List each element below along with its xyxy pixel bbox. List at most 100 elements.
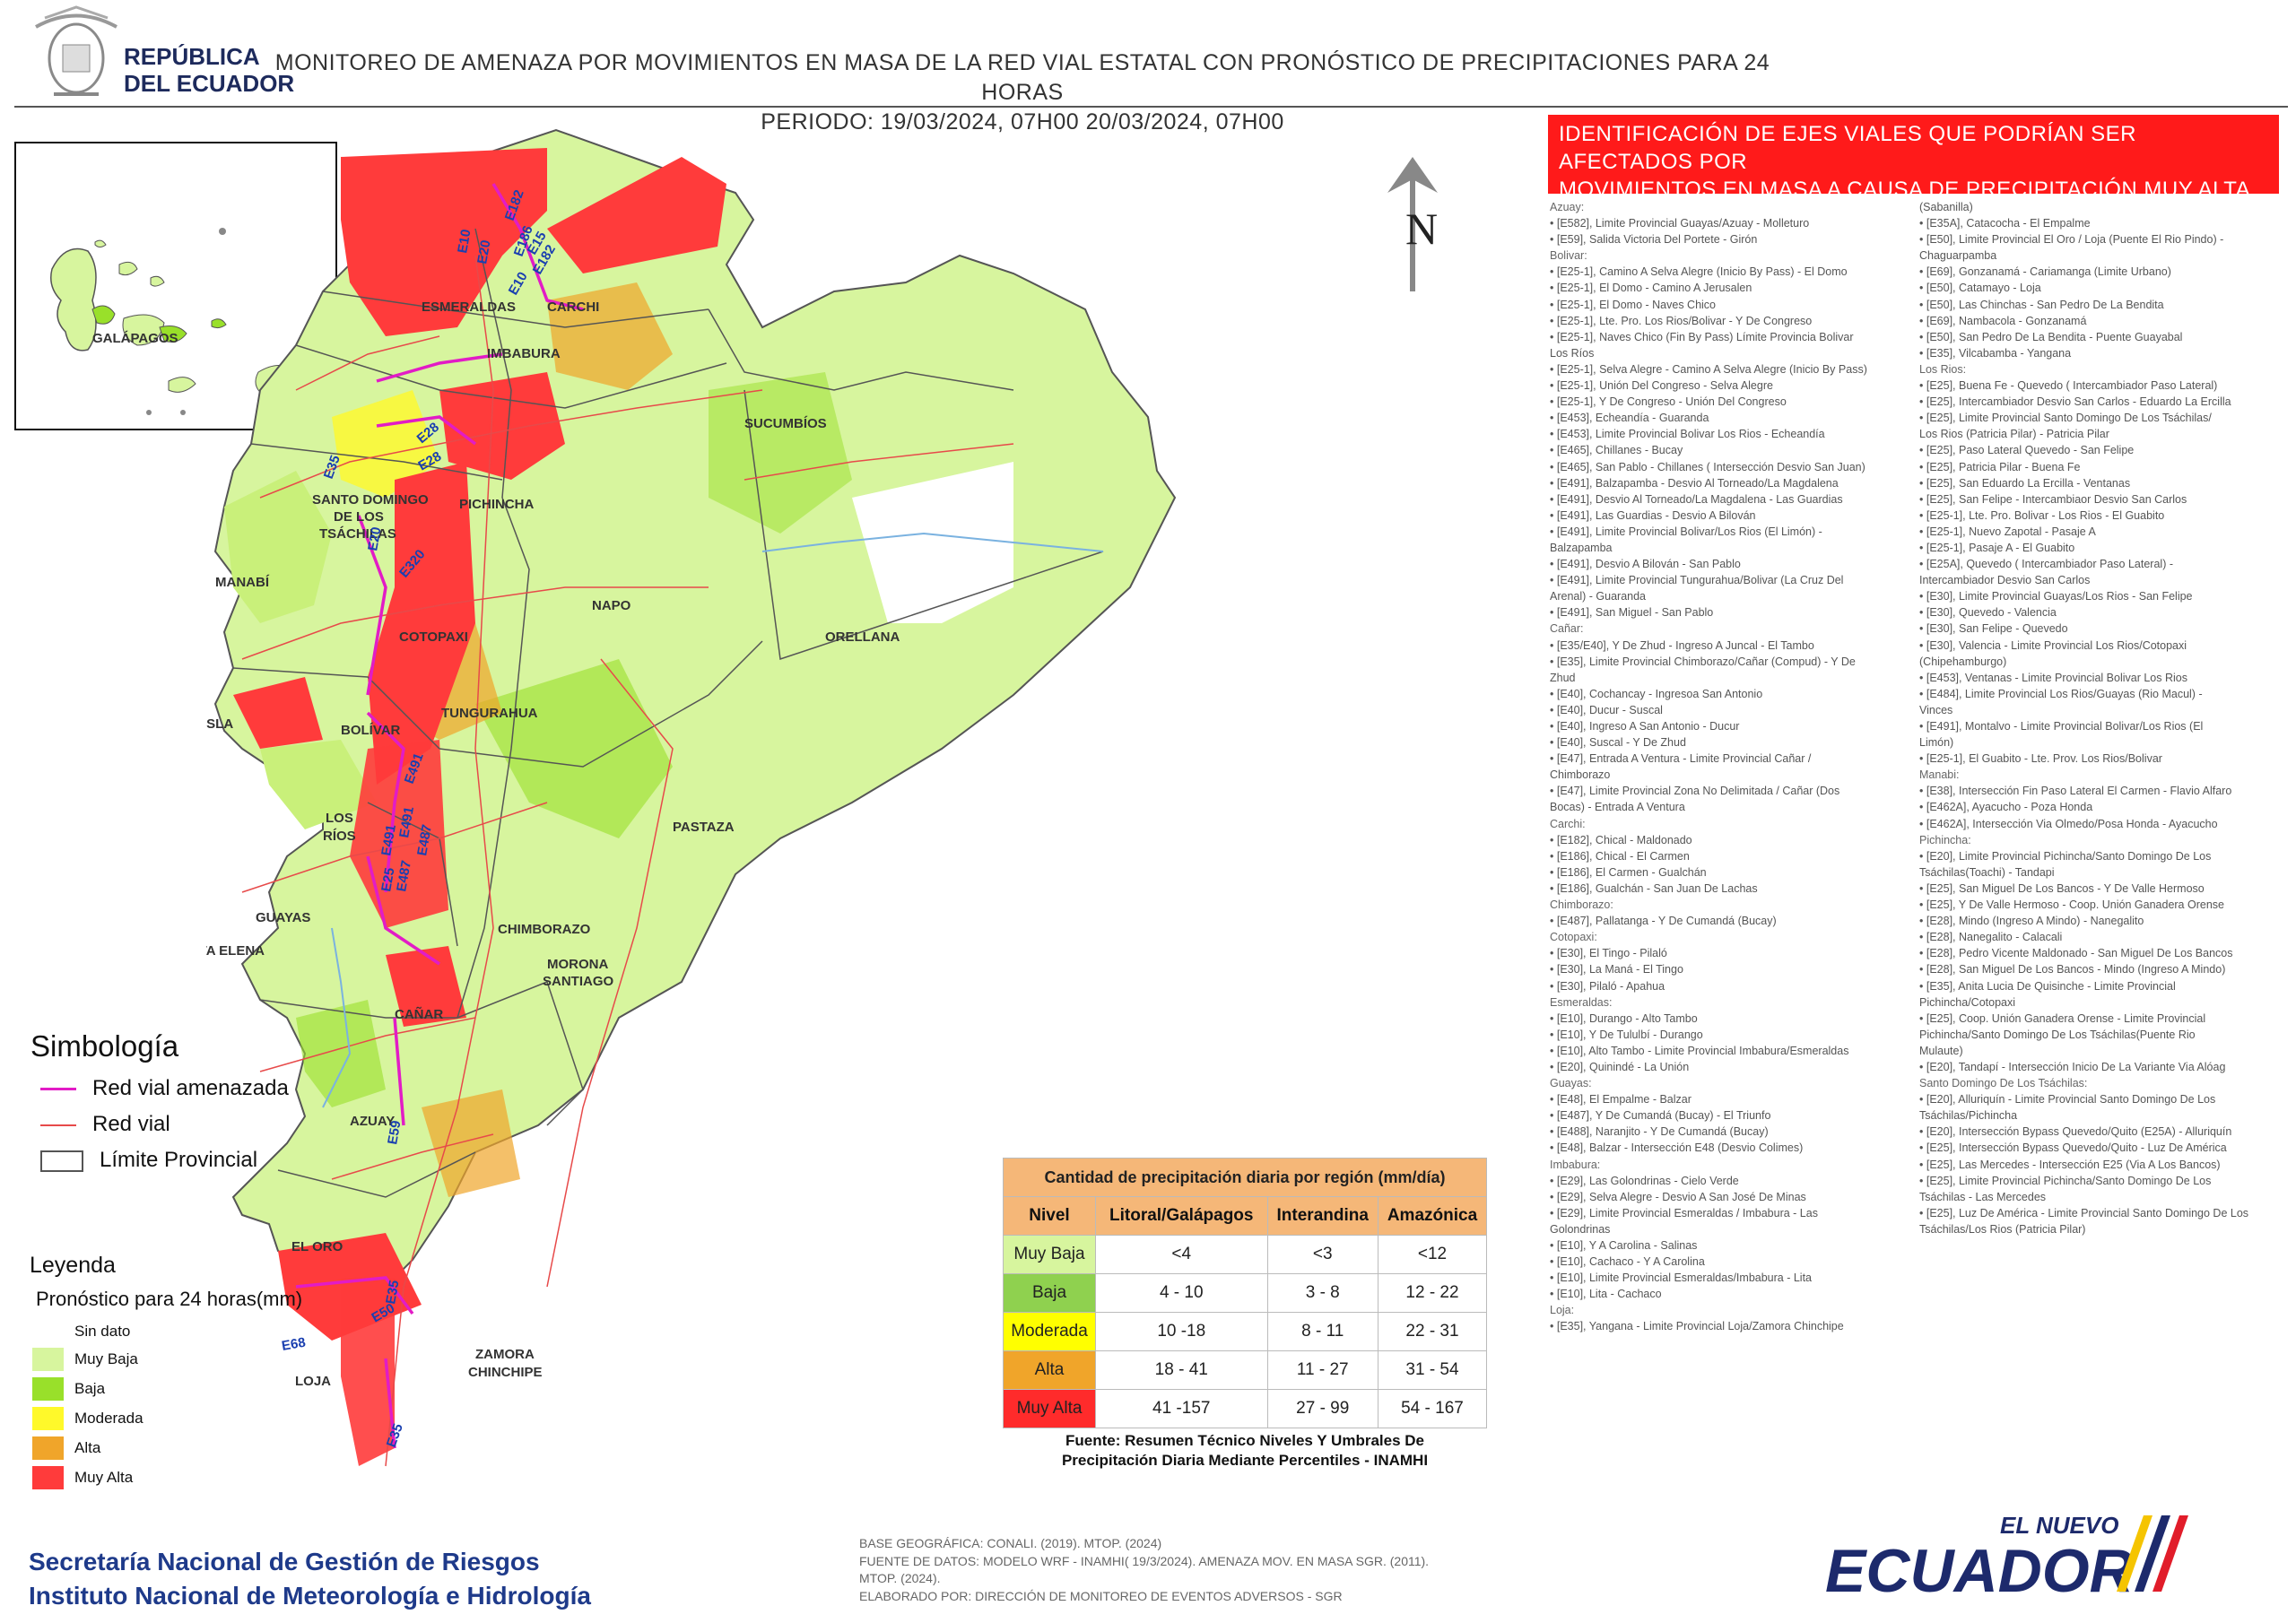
- title-line1: MONITOREO DE AMENAZA POR MOVIMIENTOS EN …: [274, 50, 1770, 105]
- road-list-item: • [E30], Valencia - Limite Provincial Lo…: [1919, 638, 2187, 652]
- road-list-line: Azuay:: [1550, 201, 1585, 213]
- road-list-line: (Chipehamburgo): [1919, 655, 2007, 668]
- road-label: E10: [455, 228, 474, 254]
- svg-text:ECUADOR: ECUADOR: [1825, 1537, 2134, 1605]
- road-list-item: • [E50], Catamayo - Loja: [1919, 282, 2041, 295]
- province-label-chinchipe: CHINCHIPE: [468, 1365, 543, 1380]
- road-list-item: • [E487], Y De Cumandá (Bucay) - El Triu…: [1550, 1109, 1771, 1123]
- table-header: Interandina: [1266, 1196, 1378, 1236]
- road-list-item: • [E491], Balzapamba - Desvio Al Tornead…: [1550, 476, 1839, 490]
- road-list-item: • [E48], Balzar - Intersección E48 (Desv…: [1550, 1141, 1804, 1155]
- road-list-item: • [E30], San Felipe - Quevedo: [1919, 622, 2068, 636]
- gov-line1: REPÚBLICA: [124, 43, 260, 70]
- road-list-item: • [E491], Desvio Al Torneado/La Magdalen…: [1550, 492, 1843, 506]
- road-list-item: • [E28], Mindo (Ingreso A Mindo) - Naneg…: [1919, 915, 2144, 928]
- table-row: Alta 18 - 41 11 - 27 31 - 54: [1003, 1350, 1488, 1390]
- province-label-azuay: AZUAY: [350, 1114, 395, 1129]
- road-list-line: Manabi:: [1919, 768, 1960, 782]
- province-label-santo-domingo: SANTO DOMINGO: [312, 492, 429, 508]
- road-list-item: • [E30], Limite Provincial Guayas/Los Ri…: [1919, 590, 2193, 603]
- road-list-item: • [E25], Patricia Pilar - Buena Fe: [1919, 460, 2081, 473]
- road-list-item: • [E453], Echeandía - Guaranda: [1550, 412, 1709, 425]
- road-list-line: Tsáchilas - Las Mercedes: [1919, 1190, 2047, 1203]
- legend-item-muy-alta: Muy Alta: [32, 1466, 133, 1489]
- road-list-item: • [E29], Limite Provincial Esmeraldas / …: [1550, 1206, 1818, 1219]
- svg-text:EL NUEVO: EL NUEVO: [2000, 1512, 2118, 1539]
- road-list-item: • [E38], Intersección Fin Paso Lateral E…: [1919, 785, 2232, 798]
- road-list-item: • [E25], Intersección Bypass Quevedo/Qui…: [1919, 1141, 2227, 1155]
- road-list-item: • [E10], Alto Tambo - Limite Provincial …: [1550, 1044, 1849, 1057]
- road-list-item: • [E29], Selva Alegre - Desvio A San Jos…: [1550, 1190, 1806, 1203]
- road-label: E59: [385, 1119, 404, 1145]
- road-list-item: • [E491], Limite Provincial Tungurahua/B…: [1550, 574, 1844, 587]
- road-list-item: • [E69], Nambacola - Gonzanamá: [1919, 314, 2087, 327]
- road-list-line: Pichincha/Santo Domingo De Los Tsáchilas…: [1919, 1028, 2196, 1041]
- leyenda-subtitle: Pronóstico para 24 horas(mm): [36, 1288, 303, 1310]
- road-list-item: • [E10], Y A Carolina - Salinas: [1550, 1239, 1698, 1252]
- road-list-item: • [E25], Paso Lateral Quevedo - San Feli…: [1919, 444, 2135, 457]
- road-list-line: Los Ríos: [1550, 346, 1595, 360]
- province-label-bolivar: BOLÍVAR: [341, 723, 401, 738]
- boundary-swatch: [40, 1150, 83, 1172]
- road-list-line: Los Rios:: [1919, 362, 1967, 376]
- swatch: [32, 1466, 64, 1489]
- north-arrow-icon: N: [1386, 152, 1439, 291]
- road-list-item: • [E25], Coop. Unión Ganadera Orense - L…: [1919, 1011, 2206, 1025]
- road-list-item: • [E47], Limite Provincial Zona No Delim…: [1550, 785, 1840, 798]
- table-row: Baja 4 - 10 3 - 8 12 - 22: [1003, 1273, 1488, 1313]
- road-list-line: Cañar:: [1550, 622, 1584, 636]
- road-list-item: • [E35], Anita Lucia De Quisinche - Limi…: [1919, 979, 2176, 993]
- province-label-santiago: SANTIAGO: [543, 974, 614, 989]
- roads-list-col1: Azuay: • [E582], Limite Provincial Guayas…: [1550, 199, 1909, 1335]
- province-label-los: LOS: [326, 811, 353, 826]
- road-list-item: • [E25-1], El Domo - Naves Chico: [1550, 298, 1716, 311]
- road-list-item: • [E28], Pedro Vicente Maldonado - San M…: [1919, 947, 2233, 960]
- road-list-line: Santo Domingo De Los Tsáchilas:: [1919, 1077, 2088, 1090]
- road-list-line: Mulaute): [1919, 1044, 1963, 1057]
- province-label-de-los: DE LOS: [334, 509, 384, 525]
- galapagos-inset: GALÁPAGOS: [14, 142, 337, 430]
- organization-names: Secretaría Nacional de Gestión de Riesgo…: [29, 1545, 591, 1613]
- road-list-item: • [E25-1], Camino A Selva Alegre (Inicio…: [1550, 265, 1848, 279]
- swatch: [32, 1348, 64, 1371]
- header-divider: [14, 106, 2288, 108]
- road-list-item: • [E25-1], Nuevo Zapotal - Pasaje A: [1919, 525, 2096, 538]
- road-list-item: • [E40], Suscal - Y De Zhud: [1550, 736, 1686, 750]
- road-label: E491: [378, 823, 399, 856]
- road-list-item: • [E35/E40], Y De Zhud - Ingreso A Junca…: [1550, 638, 1814, 652]
- north-label: N: [1405, 204, 1438, 254]
- road-list-item: • [E186], Chical - El Carmen: [1550, 849, 1690, 863]
- road-list-item: • [E10], Lita - Cachaco: [1550, 1288, 1662, 1301]
- road-list-item: • [E35], Yangana - Limite Provincial Loj…: [1550, 1320, 1844, 1333]
- road-list-item: • [E10], Y De Tululbí - Durango: [1550, 1028, 1703, 1041]
- road-list-item: • [E20], Alluriquín - Limite Provincial …: [1919, 1093, 2216, 1107]
- road-list-item: • [E40], Ingreso A San Antonio - Ducur: [1550, 720, 1740, 733]
- province-label-canar: CAÑAR: [395, 1006, 443, 1022]
- road-label: E20: [474, 239, 493, 265]
- road-list-item: • [E35A], Catacocha - El Empalme: [1919, 217, 2091, 230]
- road-list-line: Intercambiador Desvio San Carlos: [1919, 574, 2091, 587]
- inset-label: GALÁPAGOS: [92, 331, 178, 346]
- title-period: PERIODO: 19/03/2024, 07H00 20/03/2024, 0…: [761, 109, 1284, 135]
- road-list-item: • [E25], San Eduardo La Ercilla - Ventan…: [1919, 476, 2131, 490]
- road-list-item: • [E30], Quevedo - Valencia: [1919, 606, 2057, 620]
- province-label-napo: NAPO: [592, 598, 631, 613]
- org-sngr: Secretaría Nacional de Gestión de Riesgo…: [29, 1548, 540, 1575]
- road-list-line: Vinces: [1919, 703, 1953, 716]
- legend-item-muy-baja: Muy Baja: [32, 1348, 138, 1371]
- id-title-line2: MOVIMIENTOS EN MASA A CAUSA DE PRECIPITA…: [1559, 178, 2251, 202]
- road-list-item: • [E59], Salida Victoria Del Portete - G…: [1550, 233, 1758, 247]
- road-list-item: • [E25], Limite Provincial Pichincha/San…: [1919, 1174, 2212, 1187]
- coat-of-arms-icon: [27, 0, 126, 108]
- road-list-item: • [E453], Limite Provincial Bolivar Los …: [1550, 428, 1825, 441]
- road-list-item: • [E491], Las Guardias - Desvio A Bilová…: [1550, 508, 1756, 522]
- simbologia-item-boundary: Límite Provincial: [40, 1148, 257, 1173]
- table-caption: Cantidad de precipitación diaria por reg…: [1003, 1158, 1487, 1197]
- road-label: E487: [414, 823, 435, 856]
- road-list-item: • [E28], Nanegalito - Calacali: [1919, 931, 2063, 944]
- map-title: MONITOREO DE AMENAZA POR MOVIMIENTOS EN …: [269, 48, 1776, 137]
- road-list-item: • [E50], San Pedro De La Bendita - Puent…: [1919, 330, 2183, 343]
- road-list-item: • [E186], El Carmen - Gualchán: [1550, 865, 1707, 879]
- road-list-item: • [E20], Tandapí - Intersección Inicio D…: [1919, 1060, 2226, 1073]
- road-list-item: • [E25], Y De Valle Hermoso - Coop. Unió…: [1919, 898, 2224, 912]
